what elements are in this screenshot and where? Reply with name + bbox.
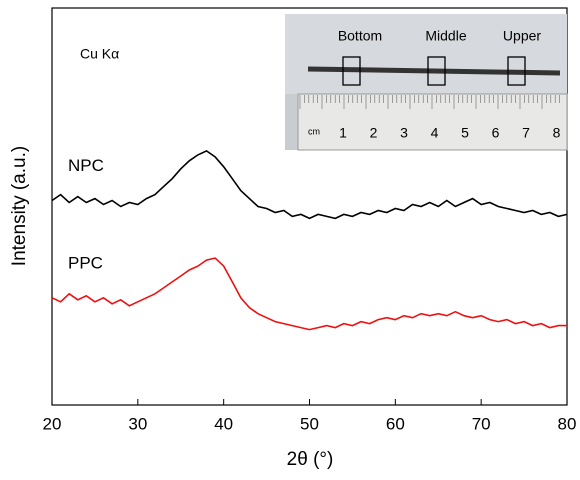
x-tick-label: 40 [214, 414, 233, 433]
x-tick-label: 30 [128, 414, 147, 433]
ruler-number: 4 [431, 125, 439, 141]
ruler-number: 2 [370, 125, 378, 141]
inset [285, 14, 568, 151]
inset-label: Middle [425, 28, 466, 44]
box [342, 56, 361, 86]
ruler-number: 7 [522, 125, 530, 141]
x-tick-label: 60 [386, 414, 405, 433]
inset-label: Bottom [338, 28, 382, 44]
series-label: NPC [68, 156, 104, 175]
x-tick-label: 70 [472, 414, 491, 433]
x-tick-label: 50 [300, 414, 319, 433]
ruler-number: 6 [492, 125, 500, 141]
annotation: Cu Kα [80, 46, 119, 62]
ruler-number: 8 [553, 125, 561, 141]
ruler-unit: cm [308, 126, 320, 136]
box [427, 56, 446, 86]
x-tick-label: 80 [558, 414, 577, 433]
ruler-number: 1 [339, 125, 347, 141]
series-label: PPC [68, 253, 103, 272]
ruler-number: 3 [400, 125, 408, 141]
y-axis-label: Intensity (a.u.) [9, 146, 30, 266]
ruler [297, 93, 568, 151]
inset-label: Upper [503, 28, 541, 44]
x-axis-label: 2θ (°) [287, 449, 334, 470]
x-tick-label: 20 [43, 414, 62, 433]
rod [307, 66, 561, 76]
line [51, 257, 567, 331]
inset-backdrop [285, 14, 567, 94]
line [51, 149, 568, 220]
ruler-number: 5 [461, 125, 469, 141]
box [507, 56, 526, 86]
